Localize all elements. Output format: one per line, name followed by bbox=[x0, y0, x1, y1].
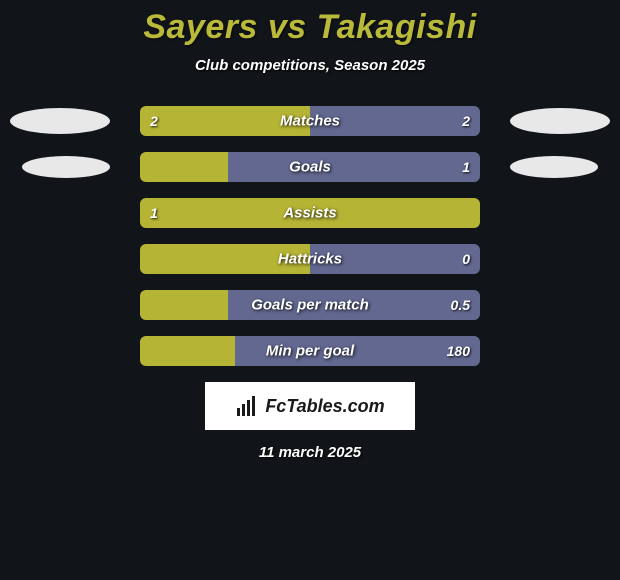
stat-row: 0 Hattricks bbox=[140, 244, 480, 274]
stat-value-right: 1 bbox=[462, 159, 470, 175]
stat-label: Goals bbox=[289, 159, 331, 176]
stat-value-left: 1 bbox=[150, 205, 158, 221]
stat-value-right: 0.5 bbox=[451, 297, 470, 313]
stat-value-left: 2 bbox=[150, 113, 158, 129]
player-left-oval-top bbox=[10, 108, 110, 134]
stat-label: Assists bbox=[283, 205, 336, 222]
stat-label: Hattricks bbox=[278, 251, 342, 268]
stat-bar-right bbox=[228, 152, 480, 182]
player-right-oval-bottom bbox=[510, 156, 598, 178]
subtitle: Club competitions, Season 2025 bbox=[0, 57, 620, 74]
stats-area: 2 2 Matches 1 Goals 1 Assists 0 Hattricks 0.5 Goal… bbox=[0, 106, 620, 366]
stat-value-right: 2 bbox=[462, 113, 470, 129]
page-title: Sayers vs Takagishi bbox=[0, 0, 620, 47]
stat-row: 1 Assists bbox=[140, 198, 480, 228]
stat-label: Goals per match bbox=[251, 297, 369, 314]
stat-row: 0.5 Goals per match bbox=[140, 290, 480, 320]
branding-text: FcTables.com bbox=[265, 396, 384, 417]
stat-bar-left bbox=[140, 152, 228, 182]
date-label: 11 march 2025 bbox=[0, 444, 620, 461]
branding-box: FcTables.com bbox=[205, 382, 415, 430]
player-right-oval-top bbox=[510, 108, 610, 134]
stat-value-right: 0 bbox=[462, 251, 470, 267]
stat-row: 2 2 Matches bbox=[140, 106, 480, 136]
stat-bar-left bbox=[140, 336, 235, 366]
stat-label: Min per goal bbox=[266, 343, 354, 360]
stat-bar-left bbox=[140, 290, 228, 320]
stat-label: Matches bbox=[280, 113, 340, 130]
player-left-oval-bottom bbox=[22, 156, 110, 178]
stat-value-right: 180 bbox=[447, 343, 470, 359]
stat-row: 180 Min per goal bbox=[140, 336, 480, 366]
stat-row: 1 Goals bbox=[140, 152, 480, 182]
fctables-icon bbox=[235, 394, 259, 418]
